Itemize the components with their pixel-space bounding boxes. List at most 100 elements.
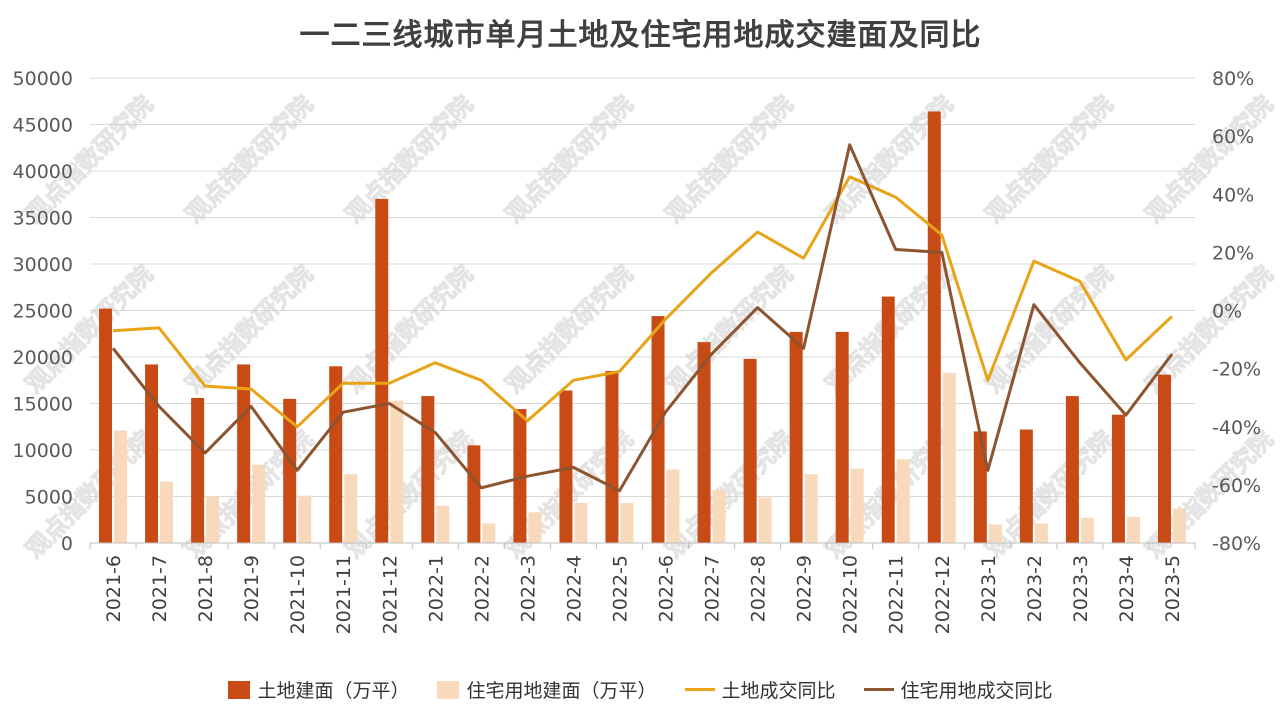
residential-bar-2022-9 (804, 474, 818, 543)
legend-item: 土地成交同比 (684, 676, 836, 703)
land-bar-2021-12 (375, 198, 389, 543)
residential-bar-2022-7 (712, 489, 726, 543)
watermark: 观点指数研究院 (340, 260, 479, 399)
residential-bar-2022-2 (482, 523, 496, 543)
residential-bar-2021-10 (298, 495, 312, 543)
y-right-tick-label: -40% (1212, 417, 1261, 439)
watermark: 观点指数研究院 (1140, 90, 1279, 229)
land-bar-2021-8 (191, 397, 205, 543)
land-bar-2022-4 (559, 390, 573, 543)
x-tick-label: 2022-4 (563, 555, 585, 622)
y-right-tick-label: 60% (1212, 126, 1254, 148)
legend-label: 住宅用地建面（万平） (466, 680, 657, 702)
y-left-tick-label: 45000 (13, 115, 73, 137)
legend-label: 土地成交同比 (721, 680, 836, 702)
x-tick-label: 2023-2 (1024, 555, 1046, 622)
chart-title: 一二三线城市单月土地及住宅用地成交建面及同比 (299, 18, 982, 53)
residential-bar-2023-3 (1080, 517, 1094, 543)
watermark: 观点指数研究院 (340, 90, 479, 229)
residential-bar-2022-8 (758, 497, 772, 543)
land-bar-2022-10 (835, 331, 849, 543)
residential-bar-2022-12 (942, 372, 956, 543)
land-bar-2022-12 (927, 111, 941, 543)
legend-item: 住宅用地建面（万平） (437, 676, 657, 703)
y-left-tick-label: 15000 (13, 394, 73, 416)
x-tick-label: 2022-1 (425, 555, 447, 622)
x-tick-label: 2022-7 (702, 555, 724, 622)
legend-item: 住宅用地成交同比 (863, 676, 1053, 703)
residential-bar-2021-8 (206, 496, 220, 543)
y-right-tick-label: -80% (1212, 533, 1261, 555)
y-right-tick-label: 20% (1212, 242, 1254, 264)
y-left-tick-label: 40000 (13, 161, 73, 183)
x-tick-label: 2021-7 (149, 555, 171, 622)
legend: 土地建面（万平） 住宅用地建面（万平） 土地成交同比 住宅用地成交同比 (0, 676, 1281, 703)
legend-line-swatch (684, 688, 715, 691)
watermark: 观点指数研究院 (500, 90, 639, 229)
residential-bar-2023-1 (988, 524, 1002, 543)
residential-bar-2021-7 (160, 481, 174, 543)
x-tick-label: 2022-2 (471, 555, 493, 622)
land-bar-2021-7 (145, 364, 159, 543)
land-bar-2021-6 (99, 308, 113, 543)
watermark: 观点指数研究院 (980, 260, 1119, 399)
legend-bar-swatch (228, 680, 251, 699)
residential-yoy-line (111, 143, 1174, 493)
x-tick-label: 2023-1 (978, 555, 1000, 622)
land-bar-2022-8 (743, 358, 757, 543)
residential-bar-2021-6 (114, 430, 128, 543)
y-right-tick-label: 40% (1212, 184, 1254, 206)
x-tick-label: 2022-11 (886, 555, 908, 634)
x-tick-label: 2022-12 (932, 555, 954, 634)
land-bar-2021-11 (329, 366, 343, 543)
y-left-tick-label: 30000 (13, 254, 73, 276)
x-tick-label: 2021-9 (241, 555, 263, 622)
land-bar-2022-3 (513, 409, 527, 543)
land-bar-2023-3 (1065, 396, 1079, 543)
residential-bar-2021-12 (390, 400, 404, 543)
x-tick-label: 2022-3 (517, 555, 539, 622)
y-left-tick-label: 10000 (13, 440, 73, 462)
y-left-tick-label: 0 (61, 533, 73, 555)
legend-bar-swatch (437, 680, 460, 699)
residential-bar-2022-4 (574, 503, 588, 543)
residential-bar-2022-1 (436, 505, 450, 543)
y-right-tick-label: -60% (1212, 475, 1261, 497)
legend-label: 土地建面（万平） (257, 680, 410, 702)
land-bar-2022-11 (881, 296, 895, 543)
y-left-tick-label: 20000 (13, 347, 73, 369)
residential-bar-2022-6 (666, 469, 680, 543)
x-tick-label: 2022-9 (794, 555, 816, 622)
y-left-tick-label: 5000 (25, 487, 73, 509)
watermark: 观点指数研究院 (660, 260, 799, 399)
line-layer (111, 143, 1174, 493)
residential-bar-2021-11 (344, 474, 358, 543)
land-bar-2022-5 (605, 370, 619, 543)
y-right-tick-label: -20% (1212, 359, 1261, 381)
y-left-tick-label: 50000 (13, 68, 73, 90)
y-left-tick-label: 25000 (13, 301, 73, 323)
y-left-tick-label: 35000 (13, 208, 73, 230)
combo-chart: 观点指数研究院 观点指数研究院 观点指数研究院 观点指数研究院 观点指数研究院 观点指数研… (13, 68, 1280, 634)
residential-bar-2023-2 (1034, 523, 1048, 543)
legend-label: 住宅用地成交同比 (900, 680, 1053, 702)
y-right-tick-label: 80% (1212, 68, 1254, 90)
watermark-layer: 观点指数研究院 观点指数研究院 观点指数研究院 观点指数研究院 观点指数研究院 观点指数研… (20, 90, 1280, 565)
watermark: 观点指数研究院 (980, 90, 1119, 229)
residential-bar-2023-4 (1126, 516, 1140, 543)
land-bar-2023-1 (973, 431, 987, 543)
legend-item: 土地建面（万平） (228, 676, 409, 703)
x-tick-label: 2022-5 (609, 555, 631, 622)
residential-bar-2021-9 (252, 464, 266, 543)
land-bar-2023-2 (1019, 429, 1033, 543)
residential-bar-2022-3 (528, 512, 542, 543)
x-tick-label: 2021-6 (103, 555, 125, 622)
x-tick-label: 2022-6 (656, 555, 678, 622)
land-bar-2022-9 (789, 331, 803, 543)
x-tick-label: 2022-10 (840, 555, 862, 634)
land-bar-2021-10 (283, 398, 297, 543)
watermark: 观点指数研究院 (660, 90, 799, 229)
y-right-tick-label: 0% (1212, 301, 1242, 323)
land-yoy-line (112, 175, 1174, 429)
x-tick-label: 2021-10 (287, 555, 309, 634)
